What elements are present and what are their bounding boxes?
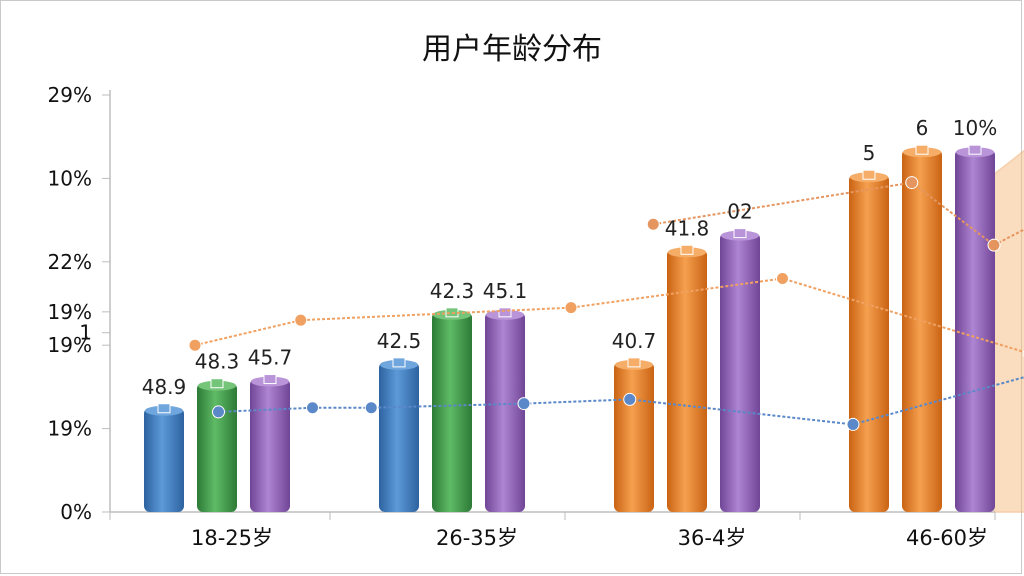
y-tick-label: 22%	[48, 250, 92, 274]
bar	[720, 232, 760, 513]
series-point	[517, 397, 531, 411]
bar	[144, 407, 184, 512]
bar	[902, 149, 942, 512]
x-tick-label: 46-60岁	[906, 526, 988, 550]
y-tick-label: 19%	[48, 333, 92, 357]
area-series	[993, 149, 1024, 513]
series-point	[364, 401, 378, 415]
bar	[197, 382, 237, 512]
bar	[614, 361, 654, 512]
series-point	[646, 217, 660, 231]
bar-marker	[915, 144, 929, 155]
series-point	[212, 405, 225, 419]
bar	[955, 149, 995, 512]
series-point	[564, 301, 578, 315]
bar	[432, 311, 472, 512]
chart-title: 用户年龄分布	[422, 32, 602, 67]
data-label: 40.7	[612, 329, 657, 353]
bar-marker	[392, 357, 406, 368]
series-line	[194, 277, 1024, 353]
y-tick-label: 10%	[48, 166, 92, 190]
bar-marker	[498, 307, 512, 318]
bar-marker	[733, 228, 747, 239]
y-tick-label: 29%	[48, 83, 92, 107]
data-label: 45.7	[248, 346, 293, 370]
bar	[849, 174, 889, 513]
data-label: 48.9	[142, 375, 187, 399]
data-label: 10%	[953, 116, 997, 140]
y-tick-label: 19%	[48, 417, 92, 441]
series-point	[776, 271, 789, 285]
data-label: 42.5	[377, 329, 422, 353]
data-label: 42.3	[430, 279, 475, 303]
series-point	[623, 392, 637, 406]
y-tick-label: 1	[79, 321, 92, 345]
data-label: 02	[727, 200, 752, 224]
data-label: 6	[916, 116, 929, 140]
bar-marker	[627, 357, 641, 368]
y-tick-label: 0%	[60, 500, 92, 524]
series-point	[905, 176, 919, 190]
bar-marker	[157, 403, 171, 414]
data-label: 41.8	[665, 216, 710, 240]
series-point	[294, 313, 308, 327]
x-tick-label: 18-25岁	[191, 526, 273, 550]
series-point	[188, 338, 202, 352]
bar-marker	[210, 378, 224, 389]
bar	[250, 378, 290, 512]
y-tick-label: 19%	[48, 300, 92, 324]
x-tick-label: 26-35岁	[436, 526, 518, 550]
data-label: 45.1	[483, 279, 528, 303]
series-point	[846, 417, 860, 431]
bar-marker	[968, 144, 982, 155]
data-label: 48.3	[195, 350, 240, 374]
data-label: 5	[863, 141, 876, 165]
series-point	[306, 401, 319, 415]
bar-marker	[862, 169, 876, 180]
x-tick-label: 36-4岁	[678, 526, 747, 550]
bar	[485, 311, 525, 512]
bar	[667, 249, 707, 513]
bar-marker	[263, 374, 277, 385]
series-point	[987, 238, 1001, 252]
bar-marker	[680, 244, 694, 255]
bar	[379, 361, 419, 512]
